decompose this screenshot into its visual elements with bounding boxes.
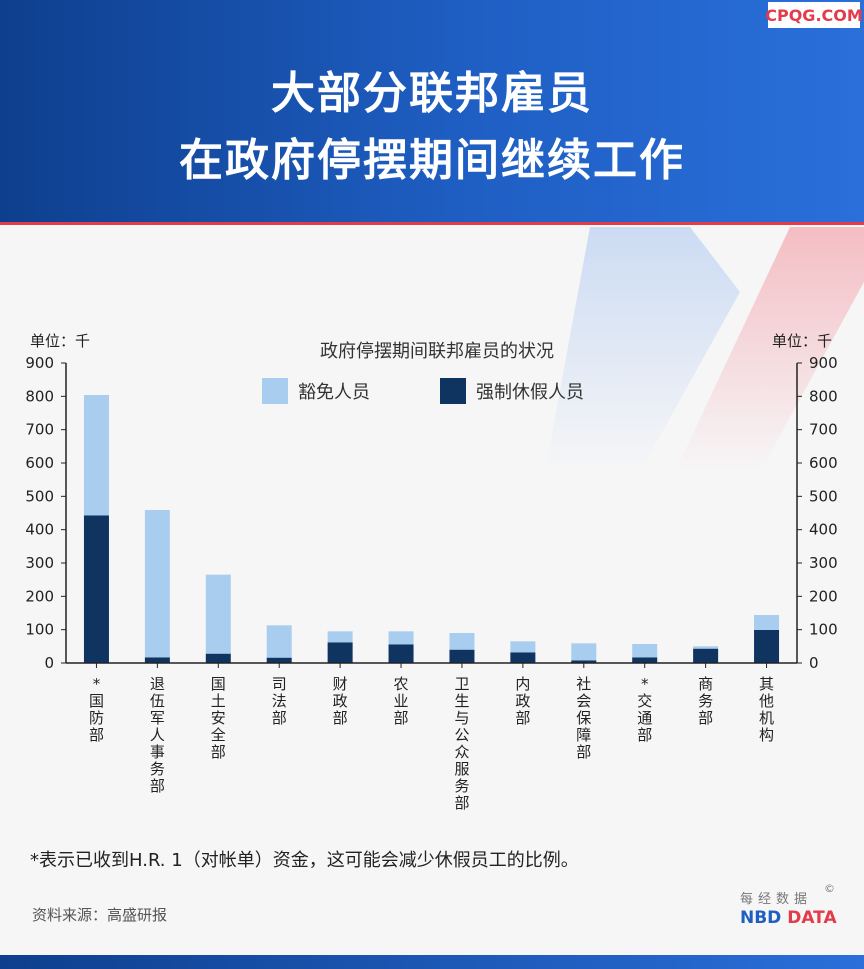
y-tick-label-left: 200 [25, 587, 54, 605]
x-tick-label: 国防部 [89, 692, 104, 744]
bar-exempt [144, 510, 170, 658]
x-label-star: * [93, 675, 101, 693]
bar-exempt [266, 625, 292, 658]
bar-exempt [571, 643, 597, 661]
page-title-line2: 在政府停摆期间继续工作 [179, 135, 685, 186]
legend-swatch-exempt [262, 378, 288, 404]
nbd-data-logo: 每经数据 © NBD DATA [740, 882, 840, 932]
y-tick-label-right: 100 [809, 621, 838, 639]
chart-legend: 豁免人员 强制休假人员 [262, 378, 584, 404]
x-tick-label: 财政部 [333, 675, 348, 727]
y-tick-label-left: 300 [25, 554, 54, 572]
y-tick-label-right: 700 [809, 421, 838, 439]
x-tick-label: 其他机构 [759, 675, 774, 744]
y-tick-label-left: 100 [25, 621, 54, 639]
bar-furloughed [632, 657, 658, 663]
bar-exempt [632, 644, 658, 658]
bar-furloughed [83, 515, 109, 663]
red-stripe-shape [675, 227, 864, 472]
x-tick-label: 社会保障部 [576, 675, 591, 761]
y-tick-label-left: 600 [25, 454, 54, 472]
x-tick-label: 卫生与公众服务部 [454, 675, 469, 812]
header-banner [0, 0, 864, 222]
x-tick-label: 农业部 [394, 675, 409, 727]
decorative-stripes [545, 227, 864, 472]
bar-furloughed [754, 630, 780, 663]
blue-stripe-shape [545, 227, 740, 472]
logo-data-text: DATA [787, 908, 837, 928]
footnote: *表示已收到H.R. 1（对帐单）资金，这可能会减少休假员工的比例。 [30, 850, 579, 871]
y-tick-label-left: 500 [25, 487, 54, 505]
chart-title: 政府停摆期间联邦雇员的状况 [320, 341, 554, 362]
legend-label-exempt: 豁免人员 [298, 382, 370, 403]
legend-label-furloughed: 强制休假人员 [476, 382, 584, 403]
y-tick-label-right: 400 [809, 521, 838, 539]
bar-exempt [327, 631, 353, 643]
x-tick-label: 商务部 [698, 675, 713, 727]
bar-exempt [693, 646, 719, 649]
bar-exempt [205, 574, 231, 654]
y-tick-label-left: 400 [25, 521, 54, 539]
y-tick-label-right: 900 [809, 354, 838, 372]
bar-exempt [388, 631, 414, 645]
bar-exempt [83, 395, 109, 516]
bar-exempt [510, 641, 536, 653]
page-title-line1: 大部分联邦雇员 [271, 68, 593, 119]
y-tick-label-left: 800 [25, 387, 54, 405]
y-axis-unit-right: 单位：千 [772, 332, 832, 350]
y-tick-label-left: 0 [44, 654, 54, 672]
bar-furloughed [205, 653, 231, 663]
y-tick-label-right: 0 [809, 654, 819, 672]
bottom-bar [0, 955, 864, 969]
source-note: 资料来源：高盛研报 [32, 906, 168, 924]
bar-furloughed [449, 649, 475, 663]
y-tick-label-left: 900 [25, 354, 54, 372]
y-tick-label-right: 800 [809, 387, 838, 405]
y-tick-label-left: 700 [25, 421, 54, 439]
bar-furloughed [144, 657, 170, 663]
x-tick-label: 国土安全部 [211, 675, 226, 761]
x-tick-label: 司法部 [272, 675, 287, 727]
y-tick-label-right: 200 [809, 587, 838, 605]
x-label-star: * [641, 675, 649, 693]
x-tick-label: 内政部 [515, 675, 530, 727]
y-axis-unit-left: 单位：千 [30, 332, 90, 350]
bar-furloughed [327, 642, 353, 663]
header-divider [0, 222, 864, 225]
logo-nbd-text: NBD [740, 908, 782, 928]
bar-furloughed [510, 652, 536, 663]
bar-exempt [449, 633, 475, 650]
bar-furloughed [388, 644, 414, 663]
x-tick-label: 交通部 [637, 692, 652, 744]
logo-english: NBD DATA [740, 908, 837, 928]
legend-swatch-furloughed [440, 378, 466, 404]
bar-exempt [754, 615, 780, 630]
site-badge[interactable]: CPQG.COM [765, 2, 863, 28]
y-tick-label-right: 300 [809, 554, 838, 572]
bar-furloughed [571, 660, 597, 663]
y-tick-label-right: 600 [809, 454, 838, 472]
x-tick-label: 退伍军人事务部 [150, 675, 165, 795]
bar-furloughed [266, 657, 292, 663]
logo-chinese-text: 每经数据 [740, 892, 813, 907]
bar-furloughed [693, 648, 719, 663]
logo-copyright: © [824, 882, 835, 895]
y-tick-label-right: 500 [809, 487, 838, 505]
